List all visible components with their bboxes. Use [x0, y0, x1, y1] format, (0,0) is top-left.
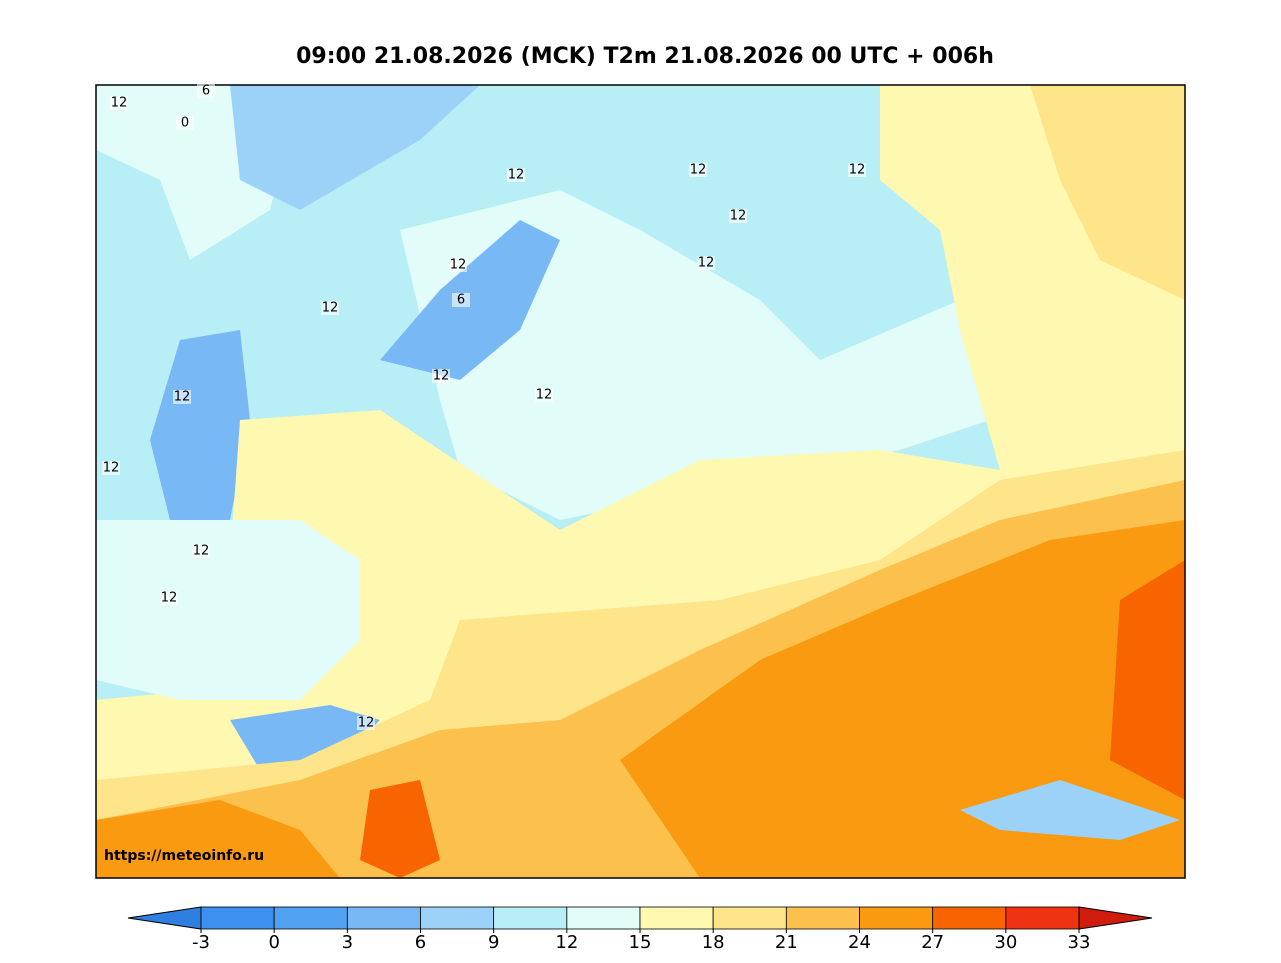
region-cool	[230, 85, 480, 210]
colorbar-tick-label: 6	[415, 932, 426, 953]
colorbar-tick-label: 12	[555, 932, 578, 953]
region-warmer	[1030, 85, 1185, 300]
contour-label-bg	[452, 293, 470, 307]
colorbar-segment	[346, 906, 421, 930]
region-pale	[400, 190, 990, 520]
colorbar-segment	[1005, 906, 1080, 930]
contour-label: 12	[730, 209, 747, 224]
contour-label: 6	[457, 293, 465, 308]
contour-label: 12	[450, 258, 467, 273]
colorbar-segment	[420, 906, 495, 930]
contour-label-bg	[192, 544, 210, 558]
contour-label: 12	[174, 390, 191, 405]
colorbar-tick-label: 33	[1068, 932, 1091, 953]
contour-label: 12	[508, 168, 525, 183]
contour-label: 12	[433, 369, 450, 384]
contour-label-bg	[729, 209, 747, 223]
colorbar-arrow-low	[127, 906, 202, 930]
colorbar-tick-label: 18	[702, 932, 725, 953]
colorbar-segment	[200, 906, 275, 930]
contour-label: 12	[322, 301, 339, 316]
region-very-hot	[1110, 560, 1185, 800]
contour-label: 12	[161, 591, 178, 606]
contour-label: 12	[536, 388, 553, 403]
contour-label-bg	[449, 258, 467, 272]
contour-label-bg	[110, 96, 128, 110]
colorbar-arrow-high	[1078, 906, 1153, 930]
contour-label-bg	[321, 301, 339, 315]
colorbar-segment	[932, 906, 1007, 930]
contour-label: 12	[193, 544, 210, 559]
contour-label-bg	[102, 461, 120, 475]
contour-label: 12	[358, 716, 375, 731]
contour-label-bg	[176, 116, 194, 130]
colorbar-segment	[639, 906, 714, 930]
watermark: https://meteoinfo.ru	[104, 848, 264, 864]
map	[95, 84, 1186, 879]
contour-label: 12	[103, 461, 120, 476]
region-very-hot	[360, 780, 440, 878]
colorbar-segment	[566, 906, 641, 930]
colorbar-segment	[785, 906, 860, 930]
colorbar-segment	[493, 906, 568, 930]
colorbar-segment	[859, 906, 934, 930]
colorbar-tick-label: 24	[848, 932, 871, 953]
contour-label-bg	[160, 591, 178, 605]
region-hotter	[96, 800, 340, 878]
contour-label-bg	[173, 390, 191, 404]
contour-label-bg	[535, 388, 553, 402]
colorbar-tick-label: 0	[268, 932, 279, 953]
contour-label-bg	[197, 84, 215, 98]
colorbar-tick-label: 21	[775, 932, 798, 953]
contour-label-bg	[848, 163, 866, 177]
contour-label: 12	[690, 163, 707, 178]
colorbar-tick-label: 3	[342, 932, 353, 953]
map-frame	[95, 84, 1186, 879]
contour-label-bg	[432, 369, 450, 383]
region-pale	[96, 520, 360, 700]
contour-label: 12	[698, 256, 715, 271]
contour-label-bg	[357, 716, 375, 730]
colorbar-tick-label: 9	[488, 932, 499, 953]
colorbar-tick-label: -3	[192, 932, 210, 953]
region-alps	[230, 705, 380, 770]
contour-label: 6	[202, 84, 210, 99]
contour-label: 0	[181, 116, 189, 131]
region-britain	[150, 330, 250, 520]
contour-label-bg	[689, 163, 707, 177]
title: 09:00 21.08.2026 (MCK) T2m 21.08.2026 00…	[296, 44, 994, 69]
contour-label: 12	[849, 163, 866, 178]
colorbar-segment	[273, 906, 348, 930]
region-caucasus	[960, 780, 1180, 840]
contour-label-bg	[697, 256, 715, 270]
colorbar-tick-label: 27	[921, 932, 944, 953]
contour-label-bg	[507, 168, 525, 182]
colorbar-tick-label: 15	[629, 932, 652, 953]
contour-label: 12	[111, 96, 128, 111]
colorbar-segment	[712, 906, 787, 930]
colorbar-tick-label: 30	[994, 932, 1017, 953]
